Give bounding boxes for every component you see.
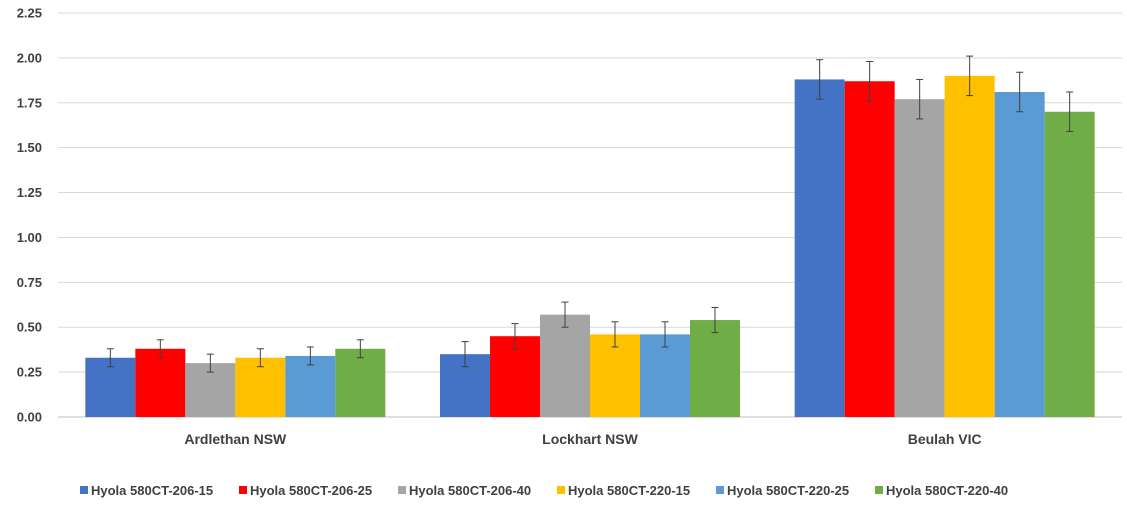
bar [235, 357, 286, 417]
y-tick-label: 1.50 [17, 140, 42, 155]
bar [944, 75, 995, 417]
bar [794, 79, 845, 418]
legend-swatch [716, 486, 724, 494]
x-category-label: Ardlethan NSW [184, 431, 287, 447]
bar [85, 357, 136, 417]
legend-label: Hyola 580CT-206-40 [409, 483, 531, 498]
bar [490, 336, 540, 417]
bar [894, 99, 945, 417]
x-category-label: Beulah VIC [908, 431, 982, 447]
y-tick-label: 1.00 [17, 230, 42, 245]
bars [85, 75, 1095, 418]
y-tick-label: 0.50 [17, 320, 42, 335]
y-tick-label: 0.00 [17, 410, 42, 425]
legend-swatch [80, 486, 88, 494]
bar [135, 348, 186, 417]
y-tick-label: 1.75 [17, 95, 42, 110]
bar [285, 355, 336, 417]
legend: Hyola 580CT-206-15 Hyola 580CT-206-25 Hyol… [80, 483, 1008, 498]
bar [994, 92, 1045, 417]
x-axis: Ardlethan NSW Lockhart NSW Beulah VIC [184, 431, 981, 447]
legend-swatch [875, 486, 883, 494]
error-bars [106, 55, 1074, 373]
bar [640, 334, 690, 417]
legend-swatch [557, 486, 565, 494]
bar [1044, 111, 1095, 417]
legend-label: Hyola 580CT-206-25 [250, 483, 372, 498]
y-tick-label: 1.25 [17, 185, 42, 200]
x-category-label: Lockhart NSW [542, 431, 638, 447]
bar [844, 81, 895, 417]
y-tick-label: 2.00 [17, 50, 42, 65]
legend-label: Hyola 580CT-206-15 [91, 483, 213, 498]
y-tick-label: 0.25 [17, 365, 42, 380]
bar [590, 334, 640, 417]
legend-label: Hyola 580CT-220-25 [727, 483, 849, 498]
legend-label: Hyola 580CT-220-15 [568, 483, 690, 498]
bar [690, 320, 740, 417]
y-tick-label: 2.25 [17, 6, 42, 21]
legend-label: Hyola 580CT-220-40 [886, 483, 1008, 498]
y-tick-label: 0.75 [17, 275, 42, 290]
bar [540, 314, 590, 417]
legend-swatch [239, 486, 247, 494]
legend-swatch [398, 486, 406, 494]
y-axis: 0.00 0.25 0.50 0.75 1.00 1.25 1.50 1.75 2.00 2.25 [17, 6, 42, 425]
bar [335, 348, 386, 417]
